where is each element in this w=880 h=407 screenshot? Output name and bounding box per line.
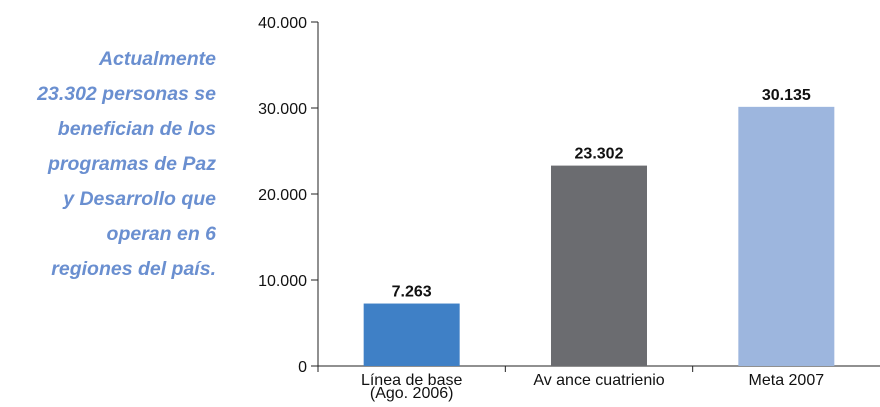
y-tick-label: 30.000 — [258, 101, 307, 118]
y-tick-label: 10.000 — [258, 273, 307, 290]
annotation-text: Actualmente 23.302 personas se beneficia… — [0, 42, 216, 287]
annotation-line: regiones del país. — [51, 258, 216, 280]
x-tick-label: Línea de base — [361, 372, 463, 389]
y-tick-label: 20.000 — [258, 187, 307, 204]
y-tick-label: 40.000 — [258, 15, 307, 32]
data-label: 30.135 — [762, 87, 811, 104]
x-tick-label: Av ance cuatrienio — [533, 372, 664, 389]
x-tick-label: (Ago. 2006) — [370, 385, 454, 402]
bar — [551, 165, 647, 366]
annotation-line: operan en 6 — [106, 223, 216, 245]
bar — [738, 106, 835, 367]
data-label: 23.302 — [575, 146, 624, 163]
annotation-line: programas de Paz — [48, 153, 216, 175]
annotation-line: y Desarrollo que — [63, 188, 216, 210]
annotation-line: Actualmente — [98, 48, 216, 70]
data-label: 7.263 — [392, 284, 432, 301]
bar — [363, 303, 460, 366]
annotation-line: 23.302 personas se — [37, 83, 216, 105]
y-tick-label: 0 — [298, 359, 307, 376]
annotation-line: benefician de los — [57, 118, 216, 140]
x-tick-label: Meta 2007 — [749, 372, 825, 389]
